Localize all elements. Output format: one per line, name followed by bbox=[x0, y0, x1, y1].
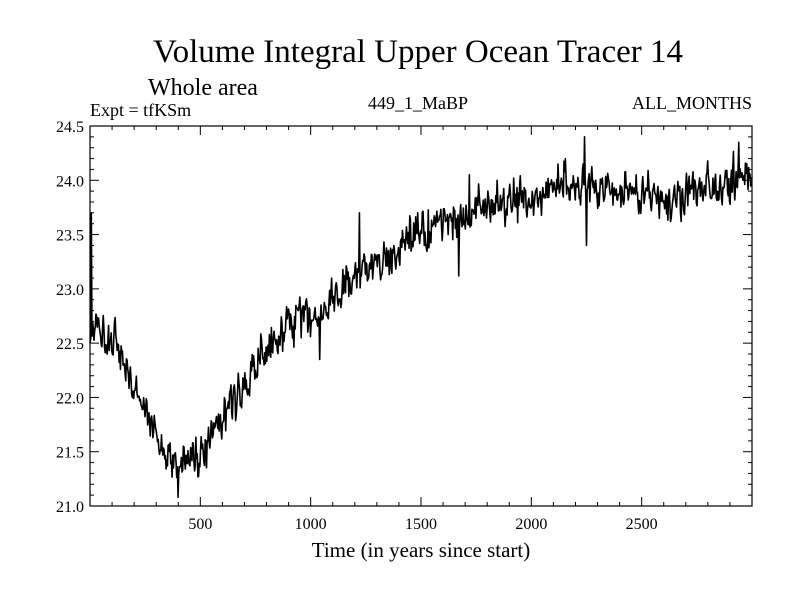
y-tick-label: 22.0 bbox=[56, 390, 84, 407]
chart-title: Volume Integral Upper Ocean Tracer 14 bbox=[153, 34, 683, 70]
run-label: 449_1_MaBP bbox=[368, 93, 468, 113]
x-tick-label: 1000 bbox=[295, 516, 327, 533]
x-axis-label: Time (in years since start) bbox=[312, 538, 531, 562]
axis-ticks bbox=[90, 125, 752, 507]
y-tick-label: 24.0 bbox=[56, 173, 84, 190]
y-tick-label: 21.0 bbox=[56, 499, 84, 516]
y-tick-label: 22.5 bbox=[56, 336, 84, 353]
x-tick-label: 500 bbox=[188, 516, 212, 533]
x-tick-label: 1500 bbox=[405, 516, 437, 533]
series-line-tracer14 bbox=[89, 136, 753, 499]
y-tick-label: 21.5 bbox=[56, 445, 84, 462]
months-label: ALL_MONTHS bbox=[632, 93, 752, 113]
plot-frame bbox=[89, 125, 753, 507]
expt-label: Expt = tfKSm bbox=[90, 100, 191, 120]
chart-subtitle: Whole area bbox=[148, 75, 258, 101]
x-tick-label: 2000 bbox=[515, 516, 547, 533]
y-tick-label: 23.5 bbox=[56, 228, 84, 245]
x-tick-label: 2500 bbox=[626, 516, 658, 533]
y-tick-label: 24.5 bbox=[56, 119, 84, 136]
y-tick-labels: 21.0 21.5 22.0 22.5 23.0 23.5 24.0 24.5 bbox=[56, 119, 84, 516]
y-tick-label: 23.0 bbox=[56, 282, 84, 299]
x-tick-labels: 500 1000 1500 2000 2500 bbox=[188, 516, 657, 533]
